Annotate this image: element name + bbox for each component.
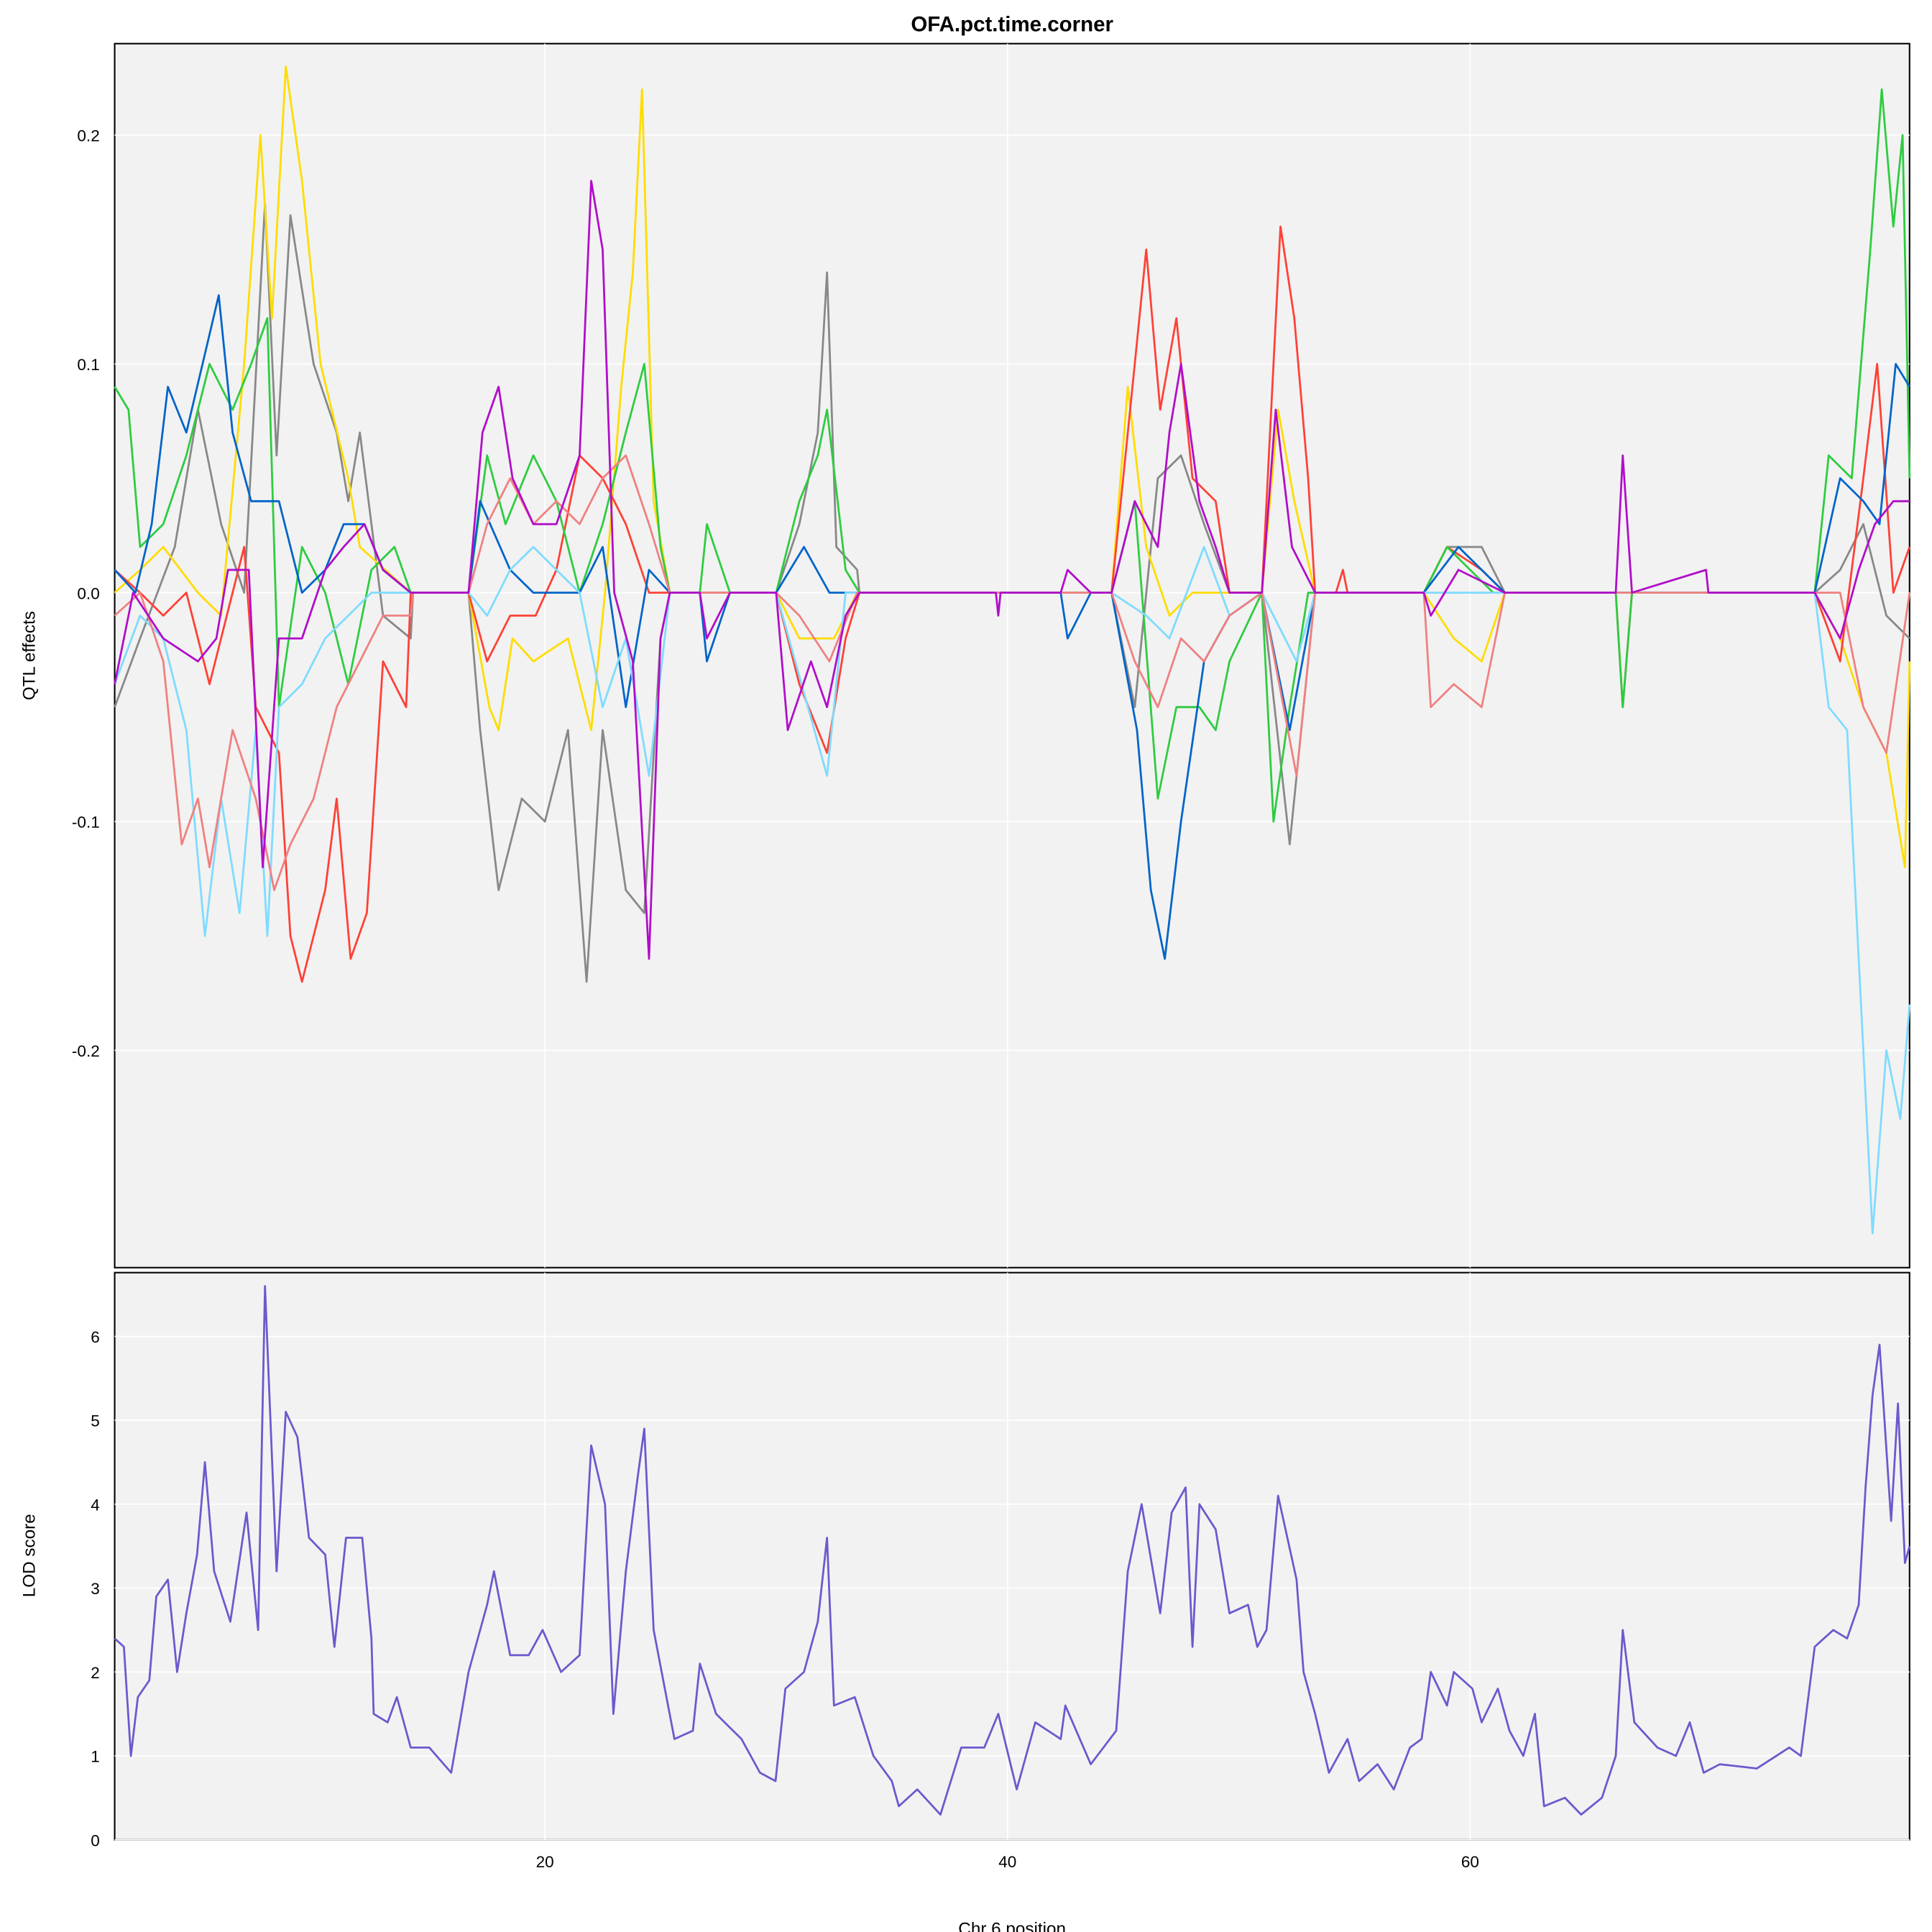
x-tick-label: 20	[536, 1853, 554, 1871]
y-tick-label: 0.0	[77, 584, 99, 602]
effects-y-label: QTL effects	[20, 611, 40, 700]
y-tick-label: 3	[91, 1580, 100, 1598]
y-tick-label: 0	[91, 1831, 100, 1849]
x-tick-label: 40	[998, 1853, 1016, 1871]
series-line-LOD	[114, 1284, 1911, 1816]
y-tick-label: -0.2	[72, 1042, 100, 1060]
y-tick-label: 2	[91, 1664, 100, 1682]
y-tick-label: 0.2	[77, 127, 99, 145]
y-tick-label: 1	[91, 1748, 100, 1766]
chart-title: OFA.pct.time.corner	[911, 12, 1113, 36]
y-tick-label: -0.1	[72, 814, 100, 832]
x-axis-label: Chr 6 position	[958, 1919, 1066, 1932]
lod-panel	[114, 1271, 1910, 1841]
series-line-salmon	[114, 454, 1911, 891]
x-tick-label: 60	[1461, 1853, 1479, 1871]
series-line-purple	[114, 180, 1910, 960]
y-tick-label: 6	[91, 1328, 100, 1346]
y-tick-label: 0.1	[77, 356, 99, 374]
effects-panel	[114, 42, 1910, 1269]
y-tick-label: 5	[91, 1412, 100, 1430]
series-line-yellow	[114, 65, 1911, 869]
lod-y-label: LOD score	[20, 1514, 40, 1597]
y-tick-label: 4	[91, 1496, 100, 1514]
